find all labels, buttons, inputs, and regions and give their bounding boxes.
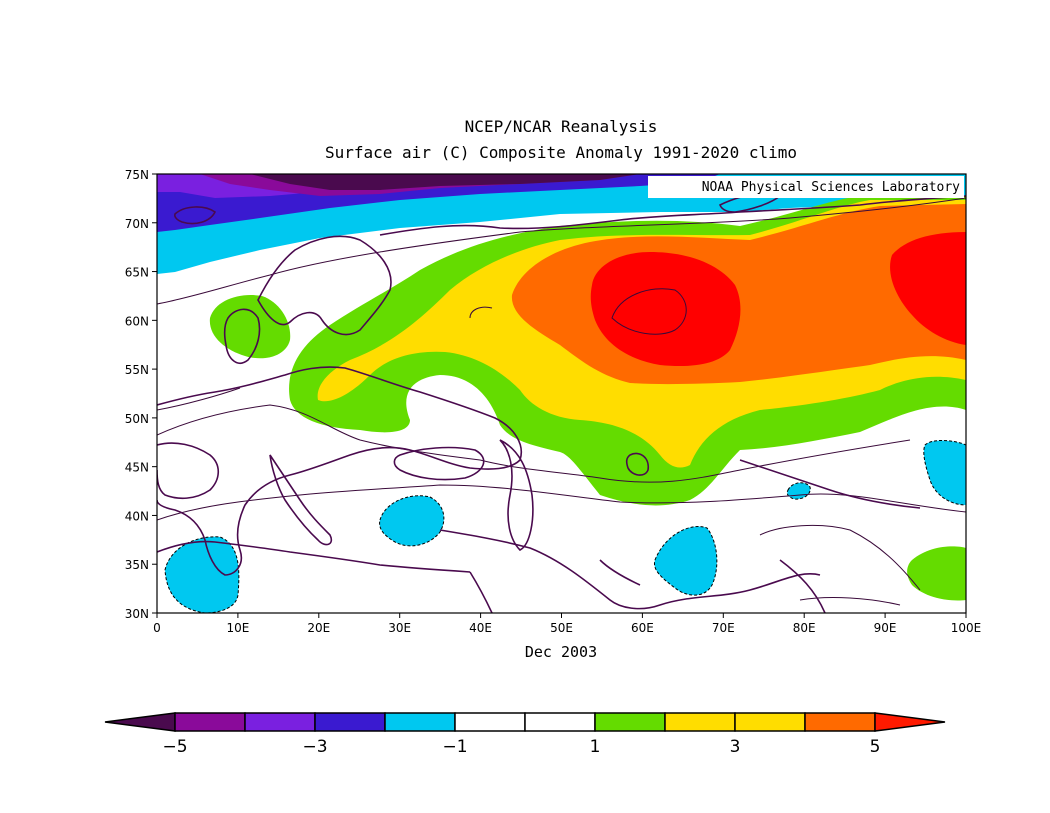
iceland-outline bbox=[174, 206, 217, 225]
lon-label: 50E bbox=[550, 621, 573, 635]
warm-red-core-east bbox=[890, 232, 966, 345]
lat-label: 55N bbox=[125, 363, 149, 377]
lat-label: 30N bbox=[125, 607, 149, 621]
india-outline bbox=[779, 559, 826, 613]
colorbar-label: −3 bbox=[302, 737, 327, 757]
lon-label: 60E bbox=[631, 621, 654, 635]
map-plot-area bbox=[157, 174, 966, 613]
warm-green-ireland bbox=[209, 294, 291, 359]
colorbar-label: −5 bbox=[162, 737, 187, 757]
contour-lines bbox=[157, 197, 966, 606]
lon-label: 80E bbox=[793, 621, 816, 635]
lat-label: 75N bbox=[125, 168, 149, 182]
lat-label: 50N bbox=[125, 412, 149, 426]
cold-cyan-east bbox=[923, 440, 966, 506]
black-sea-outline bbox=[393, 446, 485, 481]
north-africa-outline bbox=[157, 540, 471, 573]
chart-title: NCEP/NCAR Reanalysis bbox=[465, 117, 658, 136]
longitude-axis: 0 10E 20E 30E 40E 50E 60E 70E 80E 90E 100E bbox=[153, 613, 981, 635]
colorbar: −5 −3 −1 1 3 5 bbox=[104, 712, 946, 757]
lon-label: 10E bbox=[226, 621, 249, 635]
colorbar-swatch bbox=[384, 712, 456, 732]
chart-subtitle: Surface air (C) Composite Anomaly 1991-2… bbox=[325, 143, 797, 162]
lon-label: 90E bbox=[874, 621, 897, 635]
colorbar-swatch bbox=[594, 712, 666, 732]
cold-dark-region bbox=[250, 174, 640, 190]
caspian-sea-outline bbox=[499, 439, 534, 551]
colorbar-label: −1 bbox=[442, 737, 467, 757]
lat-label: 70N bbox=[125, 217, 149, 231]
coastlines bbox=[157, 193, 966, 613]
cold-cyan-sw bbox=[164, 536, 240, 613]
colorbar-label: 1 bbox=[590, 737, 601, 757]
lat-label: 40N bbox=[125, 509, 149, 523]
lat-label: 65N bbox=[125, 266, 149, 280]
latitude-axis: 75N 70N 65N 60N 55N 50N 45N 40N 35N 30N bbox=[125, 168, 157, 621]
lon-label: 40E bbox=[469, 621, 492, 635]
lat-label: 45N bbox=[125, 461, 149, 475]
colorbar-swatch bbox=[174, 712, 246, 732]
britain-outline bbox=[223, 308, 261, 364]
colorbar-swatch bbox=[244, 712, 316, 732]
colorbar-left-arrow bbox=[104, 712, 176, 732]
persian-gulf-outline bbox=[599, 559, 641, 586]
colorbar-right-arrow bbox=[874, 712, 946, 732]
red-sea-outline bbox=[469, 571, 493, 613]
himalaya-border bbox=[739, 459, 921, 509]
cold-cyan-arabia bbox=[653, 526, 718, 596]
iberia-outline bbox=[157, 442, 220, 500]
credit-box bbox=[648, 176, 964, 198]
aral-sea-outline bbox=[625, 452, 650, 476]
scandinavia-outline bbox=[257, 235, 392, 336]
italy-outline bbox=[269, 454, 333, 546]
credit-text: NOAA Physical Sciences Laboratory bbox=[702, 180, 960, 195]
colorbar-swatch bbox=[314, 712, 386, 732]
colorbar-swatch bbox=[524, 712, 596, 732]
colorbar-swatch bbox=[734, 712, 806, 732]
lon-label: 0 bbox=[153, 621, 161, 635]
period-label: Dec 2003 bbox=[525, 643, 597, 661]
colorbar-swatch bbox=[454, 712, 526, 732]
warm-green-east bbox=[907, 546, 966, 601]
lon-label: 70E bbox=[712, 621, 735, 635]
colorbar-swatch bbox=[664, 712, 736, 732]
middle-east-outline bbox=[439, 529, 821, 610]
colorbar-label: 5 bbox=[870, 737, 881, 757]
colorbar-label: 3 bbox=[730, 737, 741, 757]
lat-label: 35N bbox=[125, 558, 149, 572]
lon-label: 30E bbox=[388, 621, 411, 635]
lon-label: 20E bbox=[307, 621, 330, 635]
lat-label: 60N bbox=[125, 314, 149, 328]
cold-cyan-turkey bbox=[379, 495, 445, 547]
warm-red-core-west bbox=[590, 252, 741, 367]
colorbar-swatch bbox=[804, 712, 876, 732]
arctic-coast-outline bbox=[379, 195, 966, 236]
lon-label: 100E bbox=[951, 621, 982, 635]
